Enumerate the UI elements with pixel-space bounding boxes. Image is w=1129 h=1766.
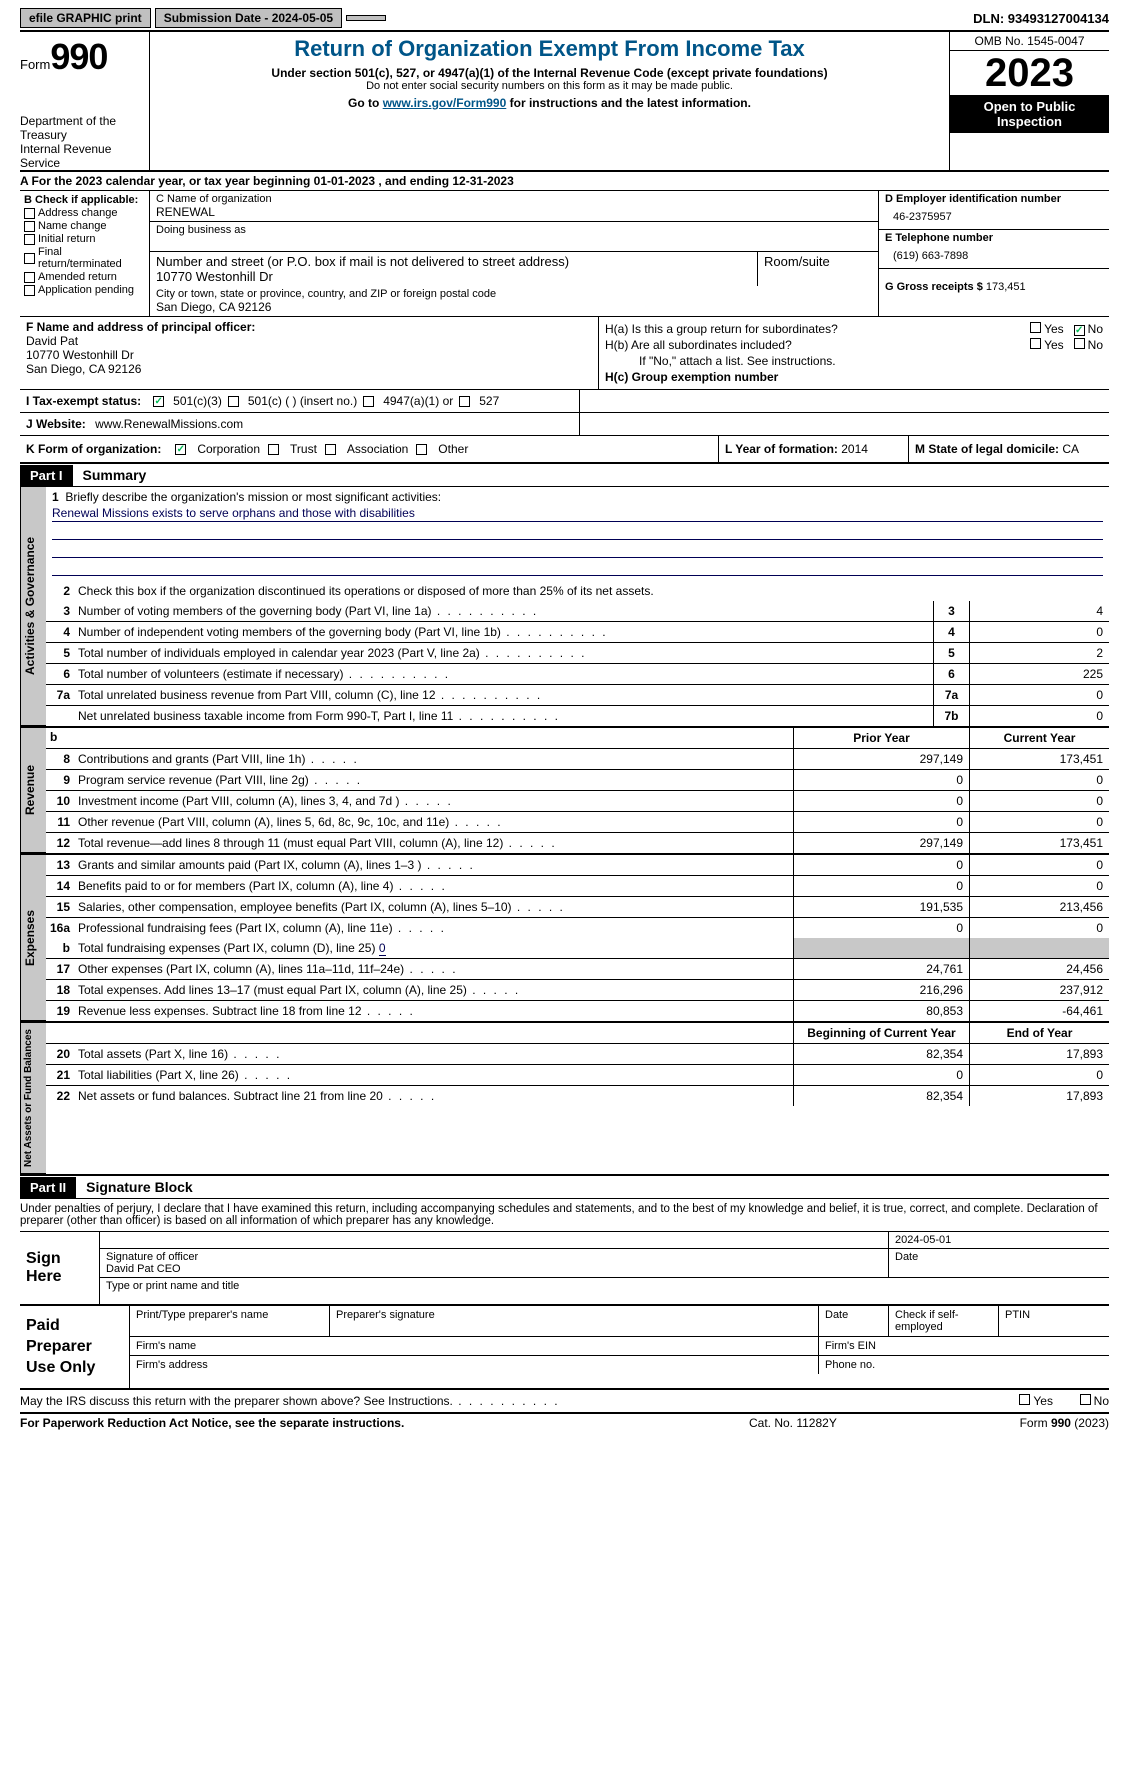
submission-button[interactable]: Submission Date - 2024-05-05	[155, 8, 342, 28]
preparer-block: Paid Preparer Use Only Print/Type prepar…	[20, 1306, 1109, 1390]
box-b: B Check if applicable: Address change Na…	[20, 191, 150, 316]
cb-501c3[interactable]	[153, 396, 164, 407]
sign-date: 2024-05-01	[895, 1234, 951, 1246]
subtitle-1: Under section 501(c), 527, or 4947(a)(1)…	[156, 66, 943, 80]
summary-row: 8Contributions and grants (Part VIII, li…	[46, 749, 1109, 770]
subtitle-2: Do not enter social security numbers on …	[156, 80, 943, 92]
org-address: 10770 Westonhill Dr	[156, 269, 273, 284]
tab-revenue: Revenue	[20, 728, 46, 853]
summary-row: 11Other revenue (Part VIII, column (A), …	[46, 812, 1109, 833]
cb-ha-yes[interactable]	[1030, 322, 1041, 333]
ein: 46-2375957	[885, 207, 1103, 227]
dln-text: DLN: 93493127004134	[973, 11, 1109, 26]
state-domicile: CA	[1062, 442, 1079, 456]
cb-4947[interactable]	[363, 396, 374, 407]
box-d: D Employer identification number46-23759…	[879, 191, 1109, 316]
top-bar: efile GRAPHIC print Submission Date - 20…	[20, 8, 1109, 32]
cb-initial-return[interactable]	[24, 234, 35, 245]
gross-receipts: 173,451	[986, 281, 1026, 293]
tab-netassets: Net Assets or Fund Balances	[20, 1023, 46, 1174]
line-a: A For the 2023 calendar year, or tax yea…	[20, 172, 1109, 191]
cb-discuss-no[interactable]	[1080, 1394, 1091, 1405]
website: www.RenewalMissions.com	[92, 417, 243, 431]
summary-row: 18Total expenses. Add lines 13–17 (must …	[46, 980, 1109, 1001]
section-bcd: B Check if applicable: Address change Na…	[20, 191, 1109, 317]
perjury-text: Under penalties of perjury, I declare th…	[20, 1199, 1109, 1232]
summary-g4: Net Assets or Fund Balances Beginning of…	[20, 1023, 1109, 1174]
cb-corp[interactable]	[175, 444, 186, 455]
summary-row: 16aProfessional fundraising fees (Part I…	[46, 918, 1109, 938]
summary-row: 6Total number of volunteers (estimate if…	[46, 664, 1109, 685]
open-inspection: Open to Public Inspection	[950, 95, 1109, 133]
tax-year: 2023	[950, 51, 1109, 95]
cb-app-pending[interactable]	[24, 285, 35, 296]
cb-hb-no[interactable]	[1074, 338, 1085, 349]
cb-trust[interactable]	[268, 444, 279, 455]
cb-assoc[interactable]	[325, 444, 336, 455]
cb-other[interactable]	[416, 444, 427, 455]
box-c: C Name of organizationRENEWAL Doing busi…	[150, 191, 879, 316]
row-klm: K Form of organization: Corporation Trus…	[20, 436, 1109, 464]
summary-row: 20Total assets (Part X, line 16)82,35417…	[46, 1044, 1109, 1065]
org-city: San Diego, CA 92126	[156, 300, 271, 314]
year-formation: 2014	[841, 442, 868, 456]
blank-button[interactable]	[346, 15, 386, 21]
summary-row: 7aTotal unrelated business revenue from …	[46, 685, 1109, 706]
summary-row: 5Total number of individuals employed in…	[46, 643, 1109, 664]
sign-block: Sign Here 2024-05-01 Signature of office…	[20, 1232, 1109, 1306]
cb-501c[interactable]	[228, 396, 239, 407]
summary-row: 14Benefits paid to or for members (Part …	[46, 876, 1109, 897]
officer-sig-name: David Pat CEO	[106, 1263, 181, 1275]
cb-name-change[interactable]	[24, 221, 35, 232]
tab-activities: Activities & Governance	[20, 487, 46, 726]
footer: For Paperwork Reduction Act Notice, see …	[20, 1414, 1109, 1432]
summary-row: 15Salaries, other compensation, employee…	[46, 897, 1109, 918]
goto-line: Go to www.irs.gov/Form990 for instructio…	[156, 96, 943, 110]
summary-g2: Revenue bPrior YearCurrent Year 8Contrib…	[20, 728, 1109, 853]
summary-row: 17Other expenses (Part IX, column (A), l…	[46, 959, 1109, 980]
cb-527[interactable]	[459, 396, 470, 407]
section-fh: F Name and address of principal officer:…	[20, 317, 1109, 390]
cb-amended[interactable]	[24, 272, 35, 283]
org-name: RENEWAL	[156, 205, 215, 219]
summary-g3: Expenses 13Grants and similar amounts pa…	[20, 855, 1109, 1021]
summary-row: 10Investment income (Part VIII, column (…	[46, 791, 1109, 812]
summary-row: 4Number of independent voting members of…	[46, 622, 1109, 643]
cb-address-change[interactable]	[24, 208, 35, 219]
form-header: Form990 Department of the Treasury Inter…	[20, 32, 1109, 172]
summary-row: 12Total revenue—add lines 8 through 11 (…	[46, 833, 1109, 853]
discuss-row: May the IRS discuss this return with the…	[20, 1390, 1109, 1414]
summary-row: 13Grants and similar amounts paid (Part …	[46, 855, 1109, 876]
cb-hb-yes[interactable]	[1030, 338, 1041, 349]
omb-number: OMB No. 1545-0047	[950, 32, 1109, 51]
form-number: Form990	[20, 36, 143, 78]
summary-row: 9Program service revenue (Part VIII, lin…	[46, 770, 1109, 791]
officer-name: David Pat	[26, 334, 78, 348]
officer-addr2: San Diego, CA 92126	[26, 362, 141, 376]
row-i: I Tax-exempt status: 501(c)(3) 501(c) ( …	[20, 390, 1109, 413]
summary-row: Net unrelated business taxable income fr…	[46, 706, 1109, 726]
efile-button[interactable]: efile GRAPHIC print	[20, 8, 151, 28]
cb-final-return[interactable]	[24, 253, 35, 264]
form-title: Return of Organization Exempt From Incom…	[156, 36, 943, 62]
cb-ha-no[interactable]	[1074, 325, 1085, 336]
summary-g1: Activities & Governance 1 Briefly descri…	[20, 487, 1109, 726]
row-j: J Website: www.RenewalMissions.com	[20, 413, 1109, 436]
summary-row: 19Revenue less expenses. Subtract line 1…	[46, 1001, 1109, 1021]
officer-addr1: 10770 Westonhill Dr	[26, 348, 134, 362]
mission-text: Renewal Missions exists to serve orphans…	[52, 506, 1103, 522]
part2-header: Part IISignature Block	[20, 1176, 1109, 1199]
summary-row: 22Net assets or fund balances. Subtract …	[46, 1086, 1109, 1106]
dept-treasury: Department of the Treasury Internal Reve…	[20, 114, 143, 170]
tab-expenses: Expenses	[20, 855, 46, 1021]
summary-row: 3Number of voting members of the governi…	[46, 601, 1109, 622]
part1-header: Part ISummary	[20, 464, 1109, 487]
telephone: (619) 663-7898	[885, 246, 1103, 266]
irs-link[interactable]: www.irs.gov/Form990	[383, 96, 507, 110]
summary-row: 21Total liabilities (Part X, line 26)00	[46, 1065, 1109, 1086]
cb-discuss-yes[interactable]	[1019, 1394, 1030, 1405]
